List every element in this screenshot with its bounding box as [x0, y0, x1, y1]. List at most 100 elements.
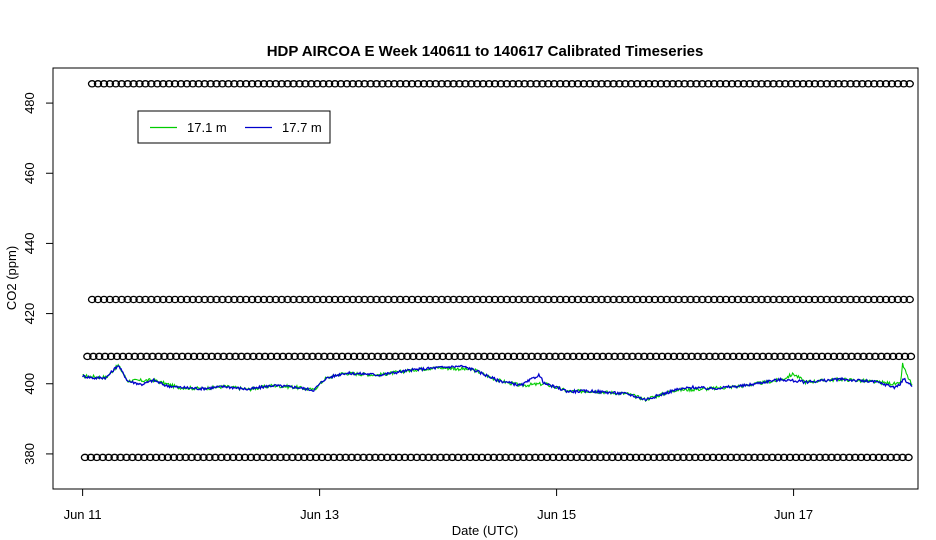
y-axis-label: CO2 (ppm) [4, 246, 19, 310]
reference-marker [336, 295, 346, 304]
reference-marker [455, 80, 464, 88]
reference-marker [763, 295, 772, 304]
reference-marker [527, 352, 536, 361]
reference-marker [465, 453, 475, 462]
reference-marker [176, 295, 186, 304]
reference-marker [609, 80, 618, 88]
reference-marker [634, 352, 643, 361]
reference-marker [643, 453, 653, 462]
reference-marker [253, 80, 263, 88]
reference-marker [578, 453, 587, 462]
reference-marker [373, 352, 382, 361]
reference-marker [715, 295, 725, 304]
reference-marker [899, 80, 909, 88]
reference-marker [515, 352, 525, 361]
reference-marker [326, 352, 335, 361]
reference-marker [305, 453, 315, 462]
reference-marker [211, 453, 220, 462]
reference-marker [687, 352, 696, 361]
reference-marker [489, 453, 499, 462]
reference-marker [128, 453, 137, 462]
reference-marker [283, 80, 292, 88]
reference-marker [637, 453, 647, 462]
reference-marker [241, 295, 251, 304]
reference-marker [354, 80, 363, 88]
plot-area [80, 80, 916, 462]
reference-marker [265, 80, 275, 88]
reference-marker [638, 80, 648, 88]
reference-marker [888, 352, 898, 361]
reference-marker [520, 80, 529, 88]
reference-marker [212, 295, 221, 304]
reference-marker [514, 295, 523, 304]
reference-marker [726, 453, 736, 462]
reference-marker [862, 453, 872, 462]
reference-marker [507, 453, 516, 462]
reference-marker [359, 453, 368, 462]
reference-marker [224, 80, 233, 88]
reference-marker [93, 80, 103, 88]
reference-marker [651, 352, 661, 361]
reference-marker [751, 295, 760, 304]
reference-marker [271, 80, 281, 88]
reference-marker [151, 453, 161, 462]
reference-marker [638, 295, 648, 304]
reference-marker [200, 295, 209, 304]
reference-marker [803, 453, 813, 462]
reference-marker [502, 295, 512, 304]
reference-marker [585, 80, 595, 88]
reference-marker [218, 295, 227, 304]
reference-marker [788, 352, 797, 361]
reference-marker [545, 352, 554, 361]
reference-marker [704, 80, 713, 88]
reference-marker [508, 295, 518, 304]
reference-marker [160, 352, 169, 361]
reference-marker [757, 295, 766, 304]
reference-marker [130, 352, 140, 361]
reference-marker [733, 80, 743, 88]
reference-marker [170, 295, 180, 304]
reference-marker [100, 352, 110, 361]
series-line-blue [82, 364, 913, 402]
reference-marker [206, 295, 215, 304]
reference-marker [580, 352, 590, 361]
reference-marker [437, 80, 446, 88]
reference-marker [775, 80, 784, 88]
reference-marker [93, 295, 103, 304]
reference-marker [709, 80, 719, 88]
reference-marker [584, 453, 593, 462]
reference-marker [628, 352, 637, 361]
reference-marker [199, 453, 208, 462]
reference-marker [804, 295, 814, 304]
reference-marker [153, 295, 162, 304]
reference-marker [431, 80, 440, 88]
reference-marker [92, 453, 102, 462]
reference-marker [290, 352, 299, 361]
reference-marker [590, 453, 599, 462]
reference-marker [610, 352, 619, 361]
reference-marker [147, 295, 156, 304]
reference-marker [444, 352, 454, 361]
reference-marker [786, 295, 796, 304]
reference-marker [426, 352, 436, 361]
reference-marker [246, 453, 256, 462]
reference-marker [850, 453, 860, 462]
reference-marker [341, 453, 350, 462]
reference-marker [640, 352, 649, 361]
reference-marker [277, 80, 286, 88]
reference-marker [702, 453, 712, 462]
reference-marker [181, 453, 190, 462]
reference-marker [407, 80, 417, 88]
reference-marker [193, 453, 202, 462]
x-tick-label: Jun 11 [64, 507, 102, 522]
reference-marker [490, 295, 500, 304]
reference-marker [412, 453, 422, 462]
reference-marker [616, 352, 625, 361]
reference-marker [312, 80, 322, 88]
reference-marker [432, 352, 442, 361]
reference-marker [367, 352, 376, 361]
reference-marker [871, 352, 880, 361]
reference-marker [686, 295, 695, 304]
reference-marker [111, 295, 121, 304]
reference-marker [283, 295, 292, 304]
